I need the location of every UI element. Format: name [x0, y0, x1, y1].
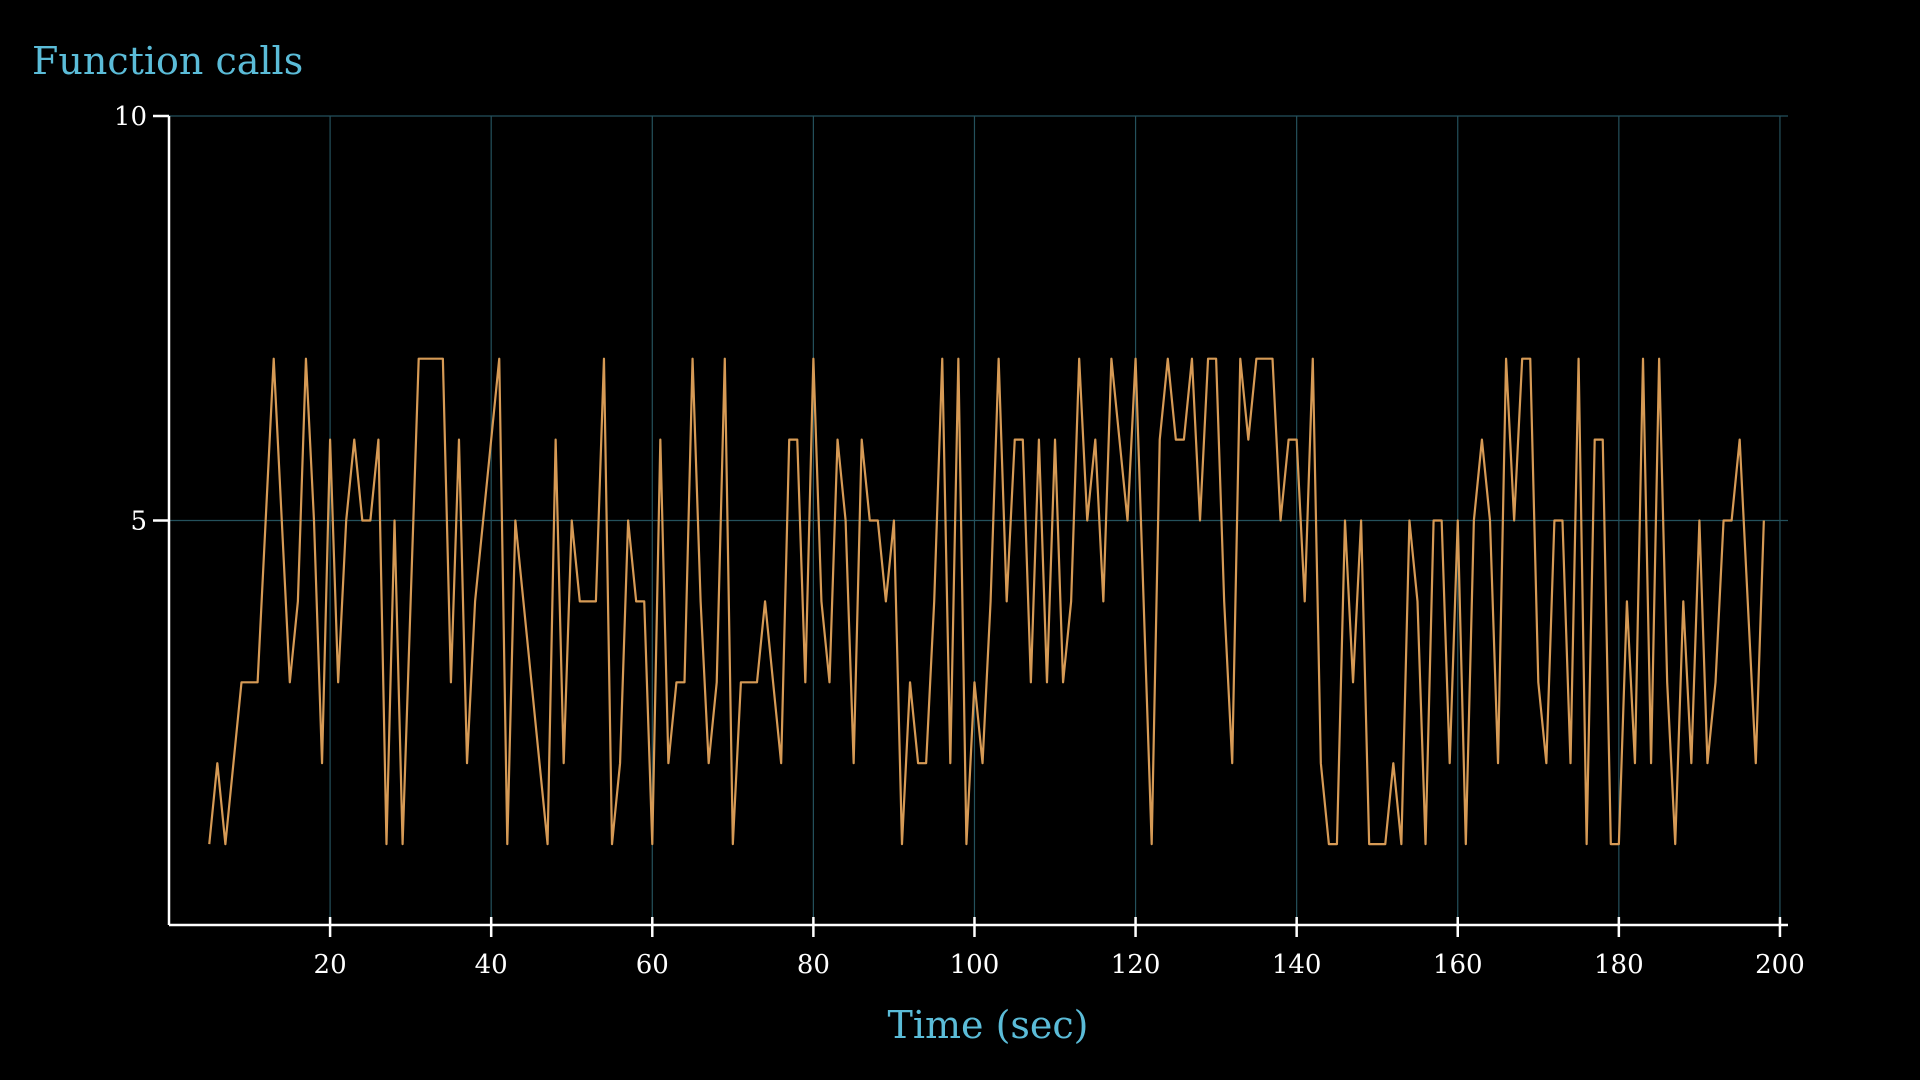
x-tick-label: 200 [1755, 950, 1805, 980]
chart-title: Function calls [32, 39, 303, 83]
data-line [208, 357, 1765, 846]
x-tick-label: 40 [475, 950, 508, 980]
x-tick-label: 180 [1594, 950, 1644, 980]
x-tick-label: 140 [1272, 950, 1322, 980]
x-tick-label: 60 [636, 950, 669, 980]
x-tick-label: 100 [950, 950, 1000, 980]
x-tick-label: 120 [1111, 950, 1161, 980]
x-tick-label: 80 [797, 950, 830, 980]
y-tick-label: 10 [114, 102, 147, 132]
x-tick-label: 160 [1433, 950, 1483, 980]
x-tick-label: 20 [314, 950, 347, 980]
x-axis-label: Time (sec) [887, 1003, 1088, 1047]
y-tick-label: 5 [130, 507, 147, 537]
